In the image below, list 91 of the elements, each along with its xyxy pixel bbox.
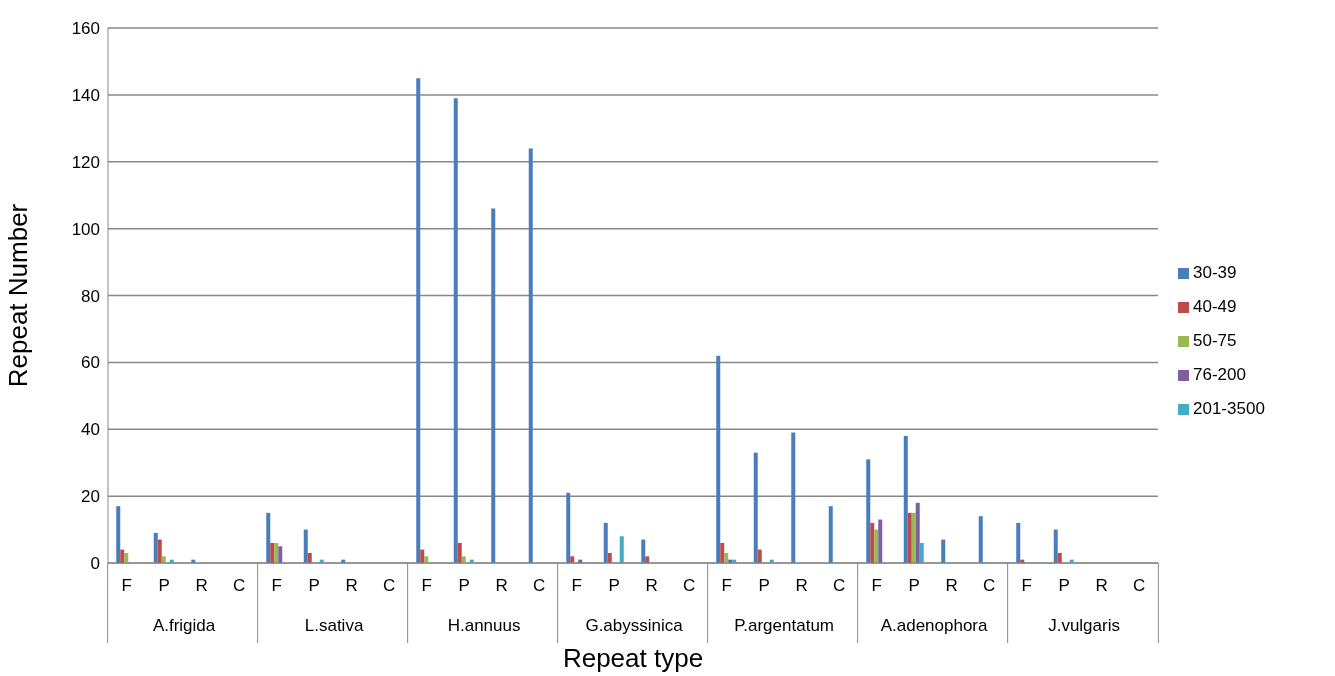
bar [607, 552, 612, 563]
bar [919, 542, 924, 563]
x-tick-label: P [158, 576, 170, 595]
legend-label: 201-3500 [1193, 398, 1265, 418]
x-tick-label: C [1133, 576, 1146, 595]
bar [716, 355, 721, 563]
y-tick-label: 20 [81, 487, 100, 507]
x-tick-label: P [1058, 576, 1070, 595]
bar [528, 148, 533, 563]
x-tick-label: P [608, 576, 620, 595]
x-tick-label: R [945, 576, 958, 595]
y-tick-label: 0 [90, 554, 100, 574]
bar [307, 552, 312, 563]
bar [453, 98, 458, 563]
bar [907, 512, 912, 563]
legend-label: 76-200 [1193, 364, 1246, 384]
bar [491, 208, 496, 563]
bar [116, 506, 121, 563]
bar [911, 512, 916, 563]
bar [153, 532, 158, 563]
bar [870, 522, 875, 563]
x-tick-label: F [121, 576, 132, 595]
bar [270, 542, 275, 563]
bar [915, 502, 920, 563]
x-tick-label: P [308, 576, 320, 595]
y-tick-label: 40 [81, 420, 100, 440]
bar [753, 452, 758, 563]
y-tick-label: 140 [71, 85, 100, 105]
bar [1016, 522, 1021, 563]
x-axis-title: Repeat type [562, 643, 704, 673]
x-tick-label: R [1095, 576, 1108, 595]
bar [274, 542, 279, 563]
bar [903, 435, 908, 563]
bar [157, 539, 162, 563]
bar [566, 492, 571, 563]
bar [874, 529, 879, 563]
x-tick-label: C [533, 576, 546, 595]
x-tick-label: F [871, 576, 882, 595]
bar [878, 519, 883, 563]
x-tick-label: C [383, 576, 396, 595]
bar [303, 529, 308, 563]
text: H.annuus [447, 616, 521, 635]
bar [724, 552, 729, 563]
text: L.sativa [304, 616, 364, 635]
bar [641, 539, 646, 563]
bar [619, 536, 624, 563]
bar [828, 506, 833, 563]
text: A.adenophora [880, 616, 989, 635]
bar [1053, 529, 1058, 563]
bar [124, 552, 129, 563]
x-tick-label: C [833, 576, 846, 595]
x-tick-label: R [795, 576, 808, 595]
y-tick-label: 60 [81, 353, 100, 373]
text: J.vulgaris [1048, 616, 1120, 635]
x-tick-label: C [983, 576, 996, 595]
y-tick-label: 100 [71, 219, 100, 239]
x-tick-label: P [908, 576, 920, 595]
legend-label: 30-39 [1193, 262, 1237, 282]
bar [278, 546, 283, 563]
bar [416, 78, 421, 563]
text: A.frigida [152, 616, 216, 635]
x-tick-label: F [421, 576, 432, 595]
bar [266, 512, 271, 563]
bar [720, 542, 725, 563]
bar [866, 459, 871, 563]
bar [603, 522, 608, 563]
y-axis-title: Repeat Number [3, 203, 34, 388]
legend-label: 40-49 [1193, 296, 1237, 316]
x-tick-label: R [645, 576, 658, 595]
text: P.argentatum [734, 616, 835, 635]
bar [1057, 552, 1062, 563]
x-tick-label: F [721, 576, 732, 595]
x-tick-label: R [195, 576, 208, 595]
x-tick-label: F [1021, 576, 1032, 595]
y-tick-label: 160 [71, 19, 100, 39]
text: G.abyssinica [585, 616, 684, 635]
x-tick-label: C [233, 576, 246, 595]
x-tick-label: R [345, 576, 358, 595]
x-tick-label: C [683, 576, 696, 595]
bar [978, 516, 983, 563]
x-tick-label: R [495, 576, 508, 595]
bar [941, 539, 946, 563]
x-tick-label: P [758, 576, 770, 595]
y-tick-label: 120 [71, 152, 100, 172]
bar [457, 542, 462, 563]
y-tick-label: 80 [81, 286, 100, 306]
legend-label: 50-75 [1193, 330, 1237, 350]
x-tick-label: P [458, 576, 470, 595]
bar [791, 432, 796, 563]
x-tick-label: F [571, 576, 582, 595]
x-tick-label: F [271, 576, 282, 595]
